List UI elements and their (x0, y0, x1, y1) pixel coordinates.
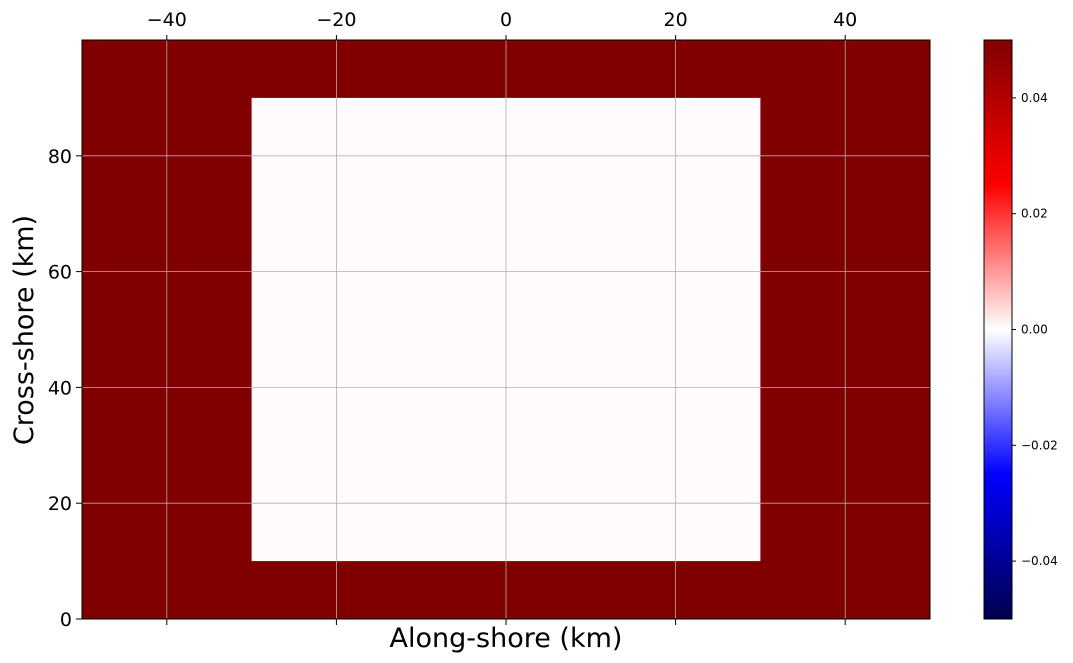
x-tick-label: 20 (664, 9, 688, 31)
y-tick-label: 40 (48, 377, 72, 399)
y-ticks: 0 20 40 60 80 (48, 146, 82, 631)
y-tick-label: 80 (48, 146, 72, 168)
colorbar: −0.04 −0.02 0.00 0.02 0.04 (983, 39, 1058, 620)
y-tick-label: 20 (48, 493, 72, 515)
y-axis-label: Cross-shore (km) (9, 215, 40, 445)
x-axis-label: Along-shore (km) (390, 623, 623, 654)
y-tick-label: 60 (48, 262, 72, 284)
colorbar-tick-label: −0.04 (1021, 554, 1058, 568)
colorbar-tick-label: 0.04 (1021, 91, 1048, 105)
x-tick-label: −20 (316, 9, 356, 31)
y-tick-label: 0 (60, 609, 72, 631)
colorbar-tick-label: 0.00 (1021, 323, 1048, 337)
colorbar-gradient (983, 39, 1013, 620)
colorbar-tick-label: 0.02 (1021, 207, 1048, 221)
x-tick-label: 0 (500, 9, 512, 31)
x-tick-label: 40 (833, 9, 857, 31)
x-ticks: −40 −20 0 20 40 (147, 9, 857, 625)
x-tick-label: −40 (147, 9, 187, 31)
colorbar-tick-label: −0.02 (1021, 438, 1058, 452)
